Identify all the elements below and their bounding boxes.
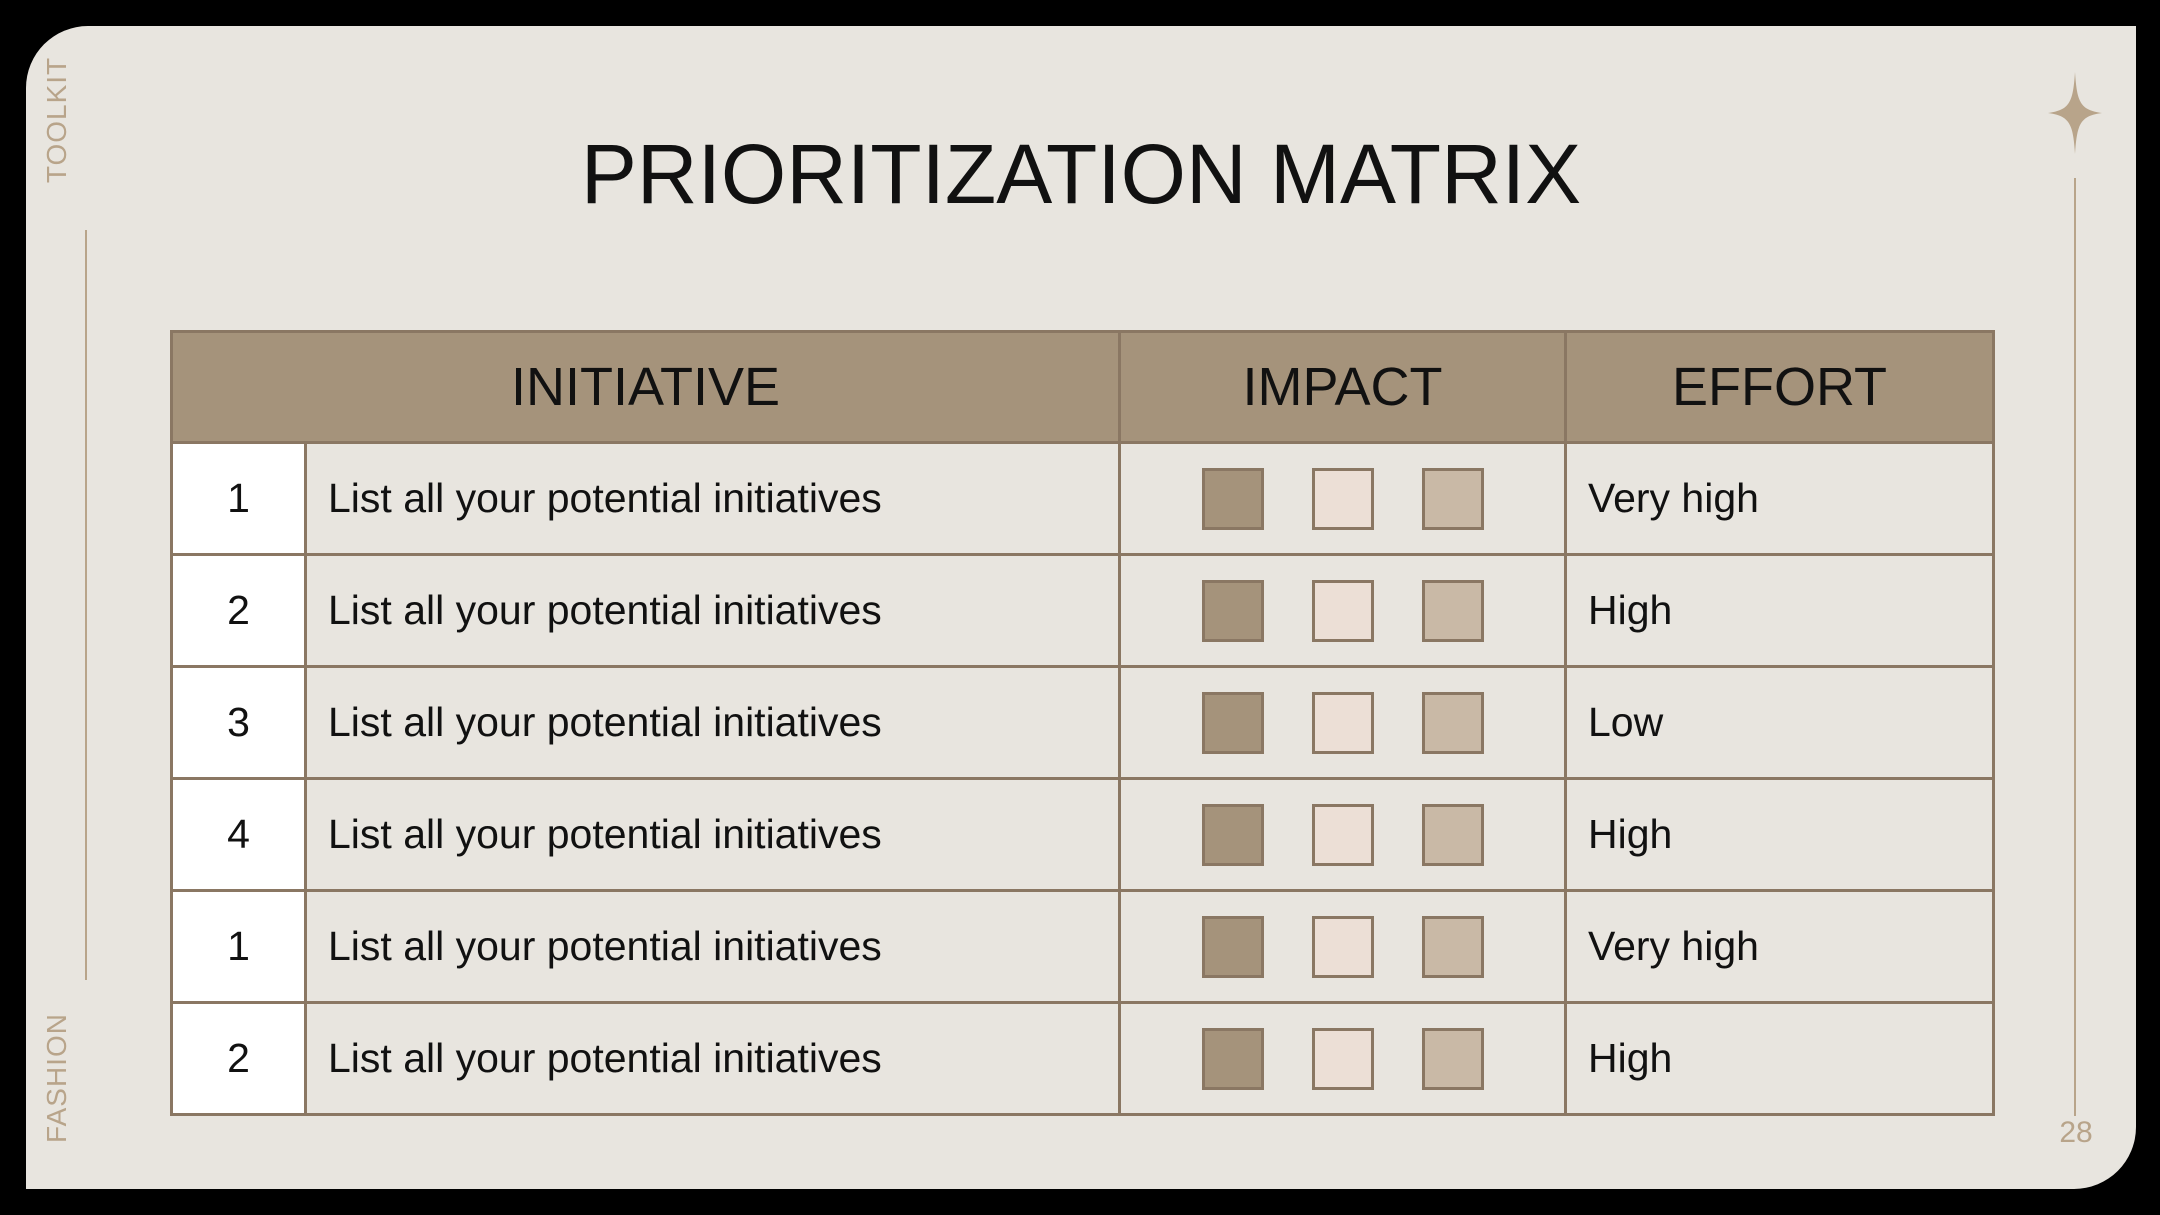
impact-square-mid xyxy=(1421,691,1484,754)
impact-square-light xyxy=(1311,1027,1374,1090)
table-row: 3 List all your potential initiatives Lo… xyxy=(170,665,1995,780)
impact-square-mid xyxy=(1421,915,1484,978)
impact-cell xyxy=(1118,665,1567,780)
impact-square-light xyxy=(1311,803,1374,866)
left-divider-line xyxy=(85,230,87,980)
row-number: 2 xyxy=(170,1001,307,1116)
impact-square-mid xyxy=(1421,803,1484,866)
effort-text: Low xyxy=(1564,665,1995,780)
page-title: PRIORITIZATION MATRIX xyxy=(580,127,1582,221)
four-point-star-icon xyxy=(2048,72,2102,154)
effort-text: Very high xyxy=(1564,441,1995,556)
table-row: 4 List all your potential initiatives Hi… xyxy=(170,777,1995,892)
row-number: 3 xyxy=(170,665,307,780)
effort-text: High xyxy=(1564,553,1995,668)
effort-text: High xyxy=(1564,777,1995,892)
header-impact: IMPACT xyxy=(1118,330,1567,444)
impact-square-light xyxy=(1311,467,1374,530)
row-number: 1 xyxy=(170,889,307,1004)
impact-square-mid xyxy=(1421,467,1484,530)
impact-cell xyxy=(1118,777,1567,892)
impact-cell xyxy=(1118,1001,1567,1116)
impact-square-light xyxy=(1311,915,1374,978)
impact-square-dark xyxy=(1201,803,1264,866)
row-number: 2 xyxy=(170,553,307,668)
table-row: 1 List all your potential initiatives Ve… xyxy=(170,889,1995,1004)
prioritization-table: INITIATIVE IMPACT EFFORT 1 List all your… xyxy=(170,330,1995,1116)
impact-cell xyxy=(1118,889,1567,1004)
impact-cell xyxy=(1118,441,1567,556)
table-row: 2 List all your potential initiatives Hi… xyxy=(170,1001,1995,1116)
table-row: 2 List all your potential initiatives Hi… xyxy=(170,553,1995,668)
impact-square-light xyxy=(1311,691,1374,754)
initiative-text: List all your potential initiatives xyxy=(304,665,1121,780)
impact-cell xyxy=(1118,553,1567,668)
impact-square-dark xyxy=(1201,915,1264,978)
impact-square-dark xyxy=(1201,467,1264,530)
initiative-text: List all your potential initiatives xyxy=(304,777,1121,892)
initiative-text: List all your potential initiatives xyxy=(304,889,1121,1004)
side-label-fashion: FASHION xyxy=(41,1013,72,1143)
effort-text: Very high xyxy=(1564,889,1995,1004)
initiative-text: List all your potential initiatives xyxy=(304,1001,1121,1116)
initiative-text: List all your potential initiatives xyxy=(304,441,1121,556)
impact-square-mid xyxy=(1421,579,1484,642)
header-initiative: INITIATIVE xyxy=(170,330,1121,444)
impact-square-dark xyxy=(1201,691,1264,754)
header-effort: EFFORT xyxy=(1564,330,1995,444)
row-number: 1 xyxy=(170,441,307,556)
impact-square-light xyxy=(1311,579,1374,642)
initiative-text: List all your potential initiatives xyxy=(304,553,1121,668)
impact-square-dark xyxy=(1201,1027,1264,1090)
impact-square-dark xyxy=(1201,579,1264,642)
impact-square-mid xyxy=(1421,1027,1484,1090)
slide: TOOLKIT FASHION 28 PRIORITIZATION MATRIX… xyxy=(26,26,2136,1189)
table-row: 1 List all your potential initiatives Ve… xyxy=(170,441,1995,556)
effort-text: High xyxy=(1564,1001,1995,1116)
right-divider-line xyxy=(2074,178,2076,1116)
page-number: 28 xyxy=(2059,1116,2093,1149)
row-number: 4 xyxy=(170,777,307,892)
table-header-row: INITIATIVE IMPACT EFFORT xyxy=(170,330,1995,444)
